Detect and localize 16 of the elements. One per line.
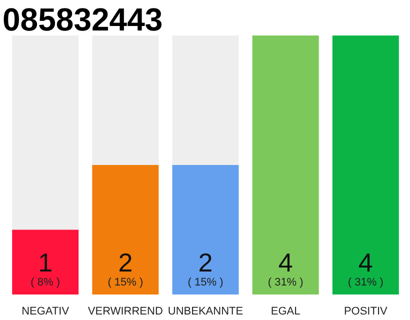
x-tick-label: NEGATIV	[22, 306, 70, 318]
data-label: 2	[198, 248, 213, 278]
data-label: 4	[358, 248, 373, 278]
chart-title: 085832443	[2, 2, 163, 38]
annotation: ( 31% )	[348, 276, 384, 288]
x-tick-label: POSITIV	[344, 306, 388, 318]
data-label: 1	[38, 248, 53, 278]
x-tick-label: EGAL	[270, 306, 300, 318]
data-label: 2	[118, 248, 133, 278]
annotation: ( 31% )	[268, 276, 304, 288]
annotation: ( 15% )	[108, 276, 144, 288]
x-tick-label: UNBEKANNTE	[168, 306, 244, 318]
annotation: ( 15% )	[188, 276, 224, 288]
annotation: ( 8% )	[30, 276, 60, 288]
x-tick-label: VERWIRREND	[88, 306, 163, 318]
data-label: 4	[278, 248, 293, 278]
